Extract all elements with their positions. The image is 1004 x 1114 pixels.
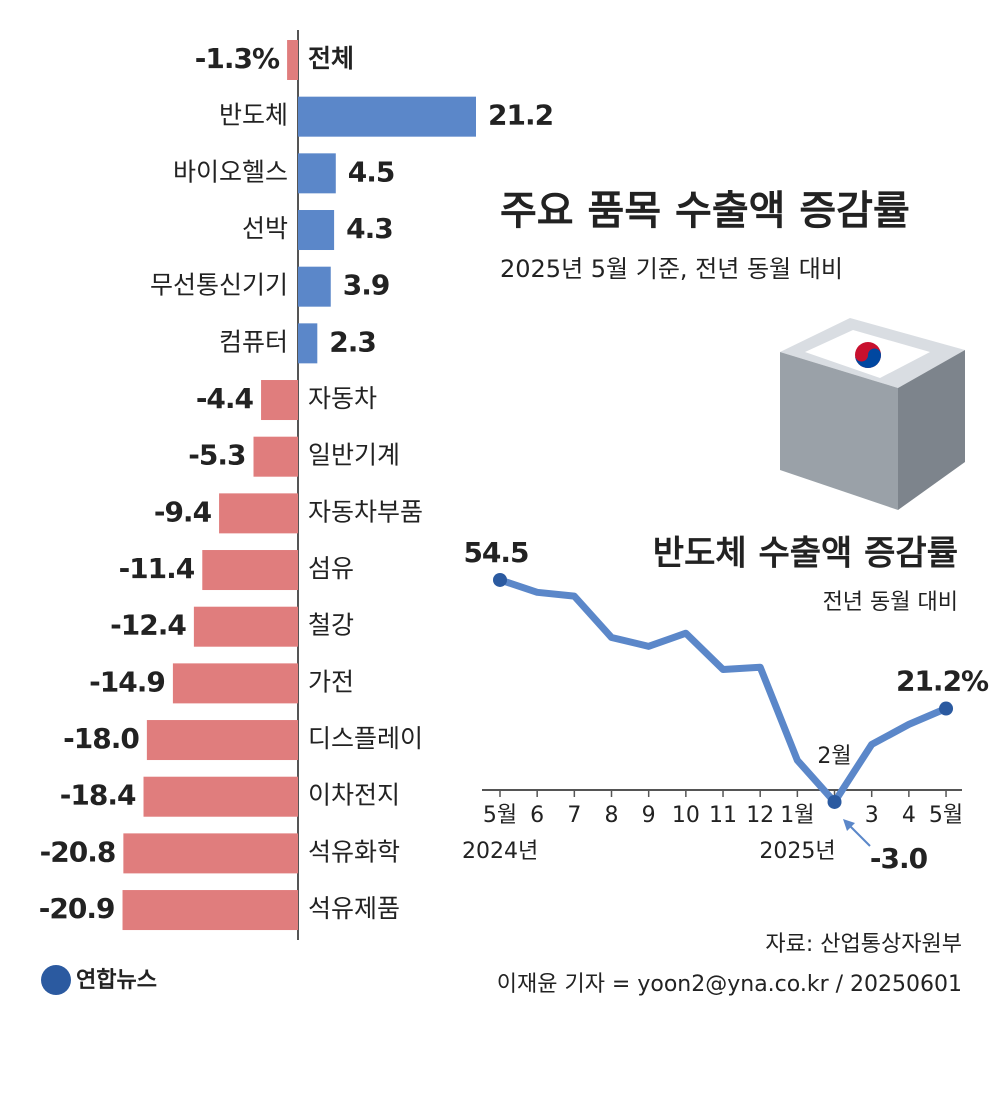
- bar: [298, 266, 331, 307]
- value-label: 4.3: [346, 212, 393, 245]
- category-label: 석유화학: [308, 837, 400, 866]
- line-subtitle: 전년 동월 대비: [823, 590, 958, 615]
- category-label: 무선통신기기: [150, 271, 288, 300]
- x-group-label: 2025년: [759, 839, 835, 864]
- bar: [193, 606, 298, 647]
- marker: [493, 572, 507, 587]
- bar: [172, 663, 298, 704]
- category-label: 가전: [308, 667, 354, 696]
- category-label: 자동차부품: [308, 497, 423, 526]
- bar: [202, 550, 298, 591]
- x-tick-label: 1월: [780, 803, 814, 828]
- value-label: -4.4: [196, 382, 254, 415]
- logo-mark: [41, 965, 71, 995]
- bar: [123, 833, 298, 874]
- x-tick-label: 9: [642, 803, 656, 828]
- value-label: -14.9: [89, 665, 165, 698]
- bar: [146, 720, 298, 761]
- chart-subtitle: 2025년 5월 기준, 전년 동월 대비: [500, 255, 843, 283]
- x-tick-label: 4: [902, 803, 916, 828]
- value-label: -20.8: [40, 835, 116, 868]
- category-label: 선박: [242, 214, 288, 243]
- bar: [298, 96, 476, 137]
- category-label: 일반기계: [308, 441, 400, 470]
- value-label: -5.3: [188, 439, 245, 472]
- category-label: 전체: [308, 44, 354, 73]
- logo: 연합뉴스: [76, 967, 157, 993]
- x-group-label: 2024년: [462, 839, 538, 864]
- x-tick-label: 11: [709, 803, 737, 828]
- marker: [939, 701, 954, 716]
- value-label: 54.5: [463, 536, 528, 569]
- value-label: -12.4: [110, 609, 186, 642]
- x-tick-label: 3: [865, 803, 879, 828]
- category-label: 반도체: [219, 101, 288, 130]
- category-label: 자동차: [308, 384, 377, 413]
- bar: [298, 153, 336, 194]
- value-label: 3.9: [343, 269, 390, 302]
- category-label: 바이오헬스: [173, 157, 288, 186]
- value-label: -18.4: [60, 779, 136, 812]
- x-tick-label: 8: [605, 803, 619, 828]
- x-tick-label: 10: [672, 803, 700, 828]
- value-label: -3.0: [870, 842, 928, 875]
- annotation-arrow: [843, 819, 871, 847]
- category-label: 철강: [308, 611, 354, 640]
- value-label: 21.2%: [896, 665, 989, 698]
- x-tick-label: 6: [530, 803, 544, 828]
- bar: [219, 493, 298, 534]
- bar: [261, 380, 298, 421]
- bar: [253, 436, 298, 477]
- bar: [287, 40, 298, 80]
- value-label: -20.9: [39, 892, 115, 925]
- value-label: 21.2: [488, 99, 553, 132]
- bar: [143, 776, 298, 817]
- bar: [298, 323, 318, 364]
- value-label: -11.4: [119, 552, 195, 585]
- value-label: 4.5: [348, 155, 395, 188]
- bar: [298, 210, 335, 251]
- category-label: 섬유: [308, 554, 354, 583]
- category-label: 석유제품: [308, 894, 400, 923]
- line-title: 반도체 수출액 증감률: [653, 534, 958, 574]
- chart-title: 주요 품목 수출액 증감률: [500, 188, 910, 234]
- category-label: 컴퓨터: [219, 327, 288, 356]
- category-label: 이차전지: [308, 781, 400, 810]
- x-tick-label: 5월: [483, 803, 517, 828]
- source: 자료: 산업통상자원부: [765, 932, 962, 957]
- x-tick-label: 5월: [929, 803, 963, 828]
- x-tick-label: 7: [567, 803, 581, 828]
- x-tick-label: 12: [746, 803, 774, 828]
- credit: 이재윤 기자 = yoon2@yna.co.kr / 20250601: [497, 972, 962, 997]
- value-label: -9.4: [154, 495, 212, 528]
- value-label: -1.3%: [195, 42, 280, 75]
- category-label: 디스플레이: [308, 724, 423, 753]
- line: [498, 576, 948, 806]
- value-label: 2.3: [329, 325, 376, 358]
- x-tick-label: 2월: [817, 744, 851, 769]
- value-label: -18.0: [63, 722, 139, 755]
- bar: [122, 890, 299, 931]
- container-illustration: [780, 318, 965, 510]
- marker: [827, 794, 842, 809]
